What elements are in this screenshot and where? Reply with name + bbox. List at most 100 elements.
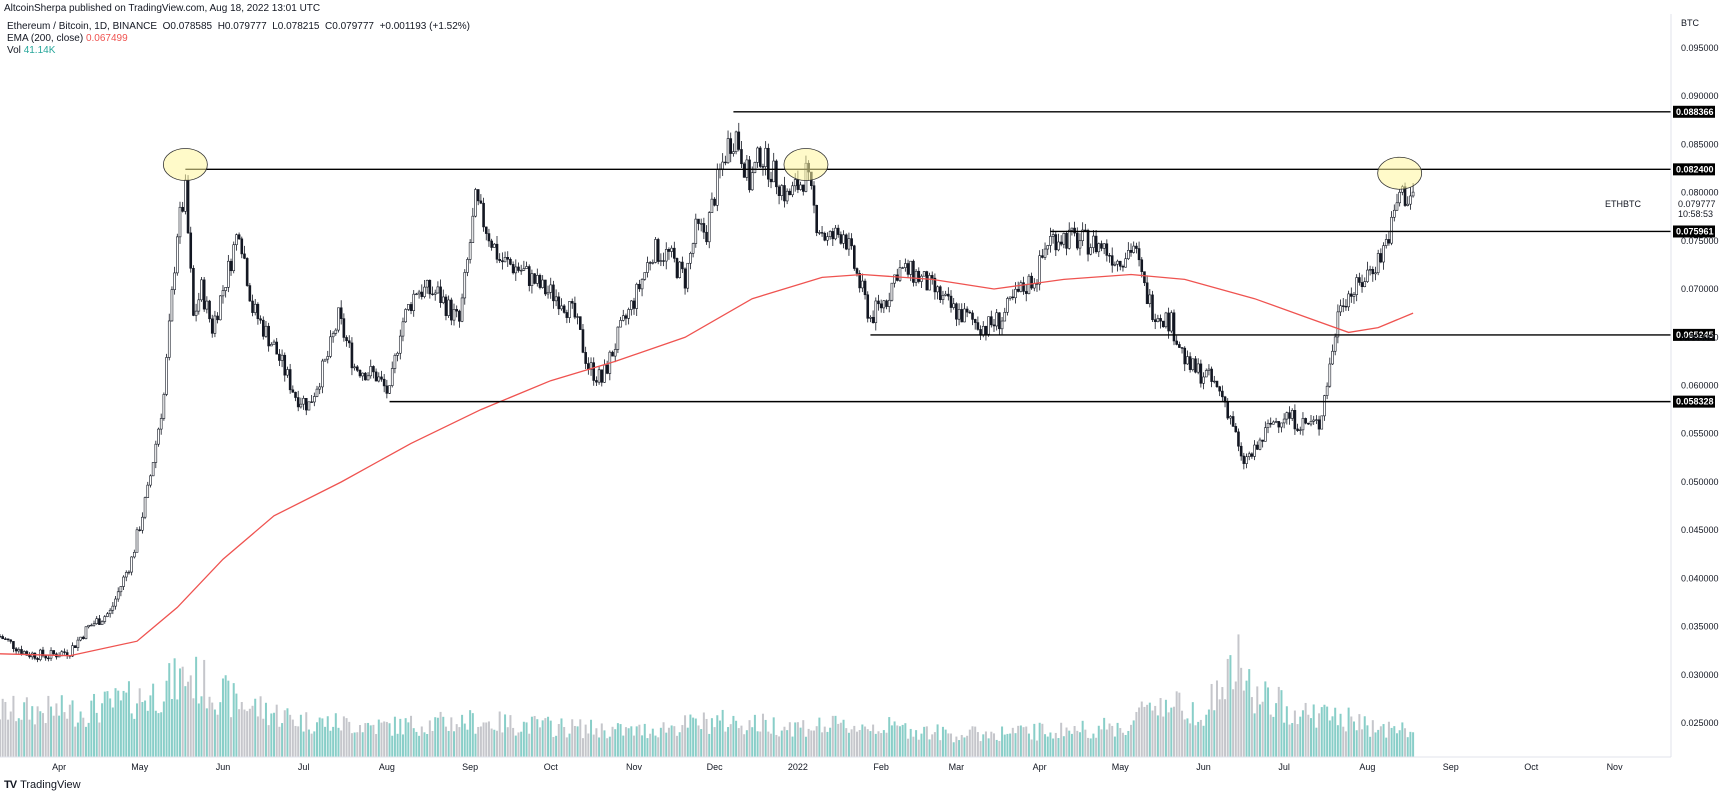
volume-bar	[966, 735, 969, 757]
candle-body	[1307, 422, 1310, 425]
time-tick-label: Apr	[1033, 762, 1047, 772]
candle-body	[646, 262, 649, 273]
candle-body	[1264, 427, 1267, 442]
volume-bar	[1336, 725, 1339, 757]
volume-bar	[1323, 704, 1326, 757]
candle-body	[694, 218, 698, 244]
volume-bar	[20, 719, 23, 757]
candle-body	[1153, 319, 1157, 322]
volume-bar	[485, 722, 488, 757]
candle-body	[339, 307, 343, 319]
ema-row[interactable]: EMA (200, close) 0.067499	[7, 33, 470, 45]
volume-bar	[716, 715, 719, 757]
volume-bar	[1065, 727, 1068, 757]
volume-bar	[729, 724, 732, 757]
candle-body	[1070, 227, 1074, 231]
volume-bar	[1280, 690, 1283, 757]
volume-bar	[1, 698, 4, 757]
candle-body	[286, 369, 289, 376]
candle-body	[544, 279, 547, 295]
candle-body	[944, 293, 947, 296]
volume-bar	[310, 733, 313, 757]
candle-body	[1363, 281, 1367, 288]
volume-bar	[1293, 710, 1296, 757]
volume-bar	[1328, 720, 1331, 757]
volume-bar	[235, 693, 238, 757]
candle-body	[895, 274, 899, 281]
candle-body	[63, 651, 66, 653]
price-chart[interactable]: 0.088366 0.082400 0.075961 0.065245 0.058328…	[0, 0, 1720, 775]
volume-bar	[52, 715, 55, 757]
candle-body	[713, 198, 716, 206]
candle-body	[624, 315, 628, 319]
candle-body	[662, 260, 665, 262]
candle-body	[1024, 291, 1028, 294]
candle-body	[1339, 305, 1342, 313]
volume-bar	[592, 734, 595, 757]
candle-body	[133, 552, 136, 558]
volume-bar	[1352, 721, 1355, 757]
volume-bar	[568, 733, 571, 757]
volume-bar	[388, 723, 391, 757]
volume-bar	[880, 733, 883, 757]
candle-body	[1285, 412, 1289, 420]
candle-body	[941, 295, 945, 300]
volume-bar	[522, 721, 525, 757]
time-tick-label: Sep	[462, 762, 478, 772]
volume-bar	[377, 719, 380, 757]
highlight-ellipses[interactable]	[162, 148, 1423, 190]
volume-bar	[1250, 697, 1253, 757]
volume-bar	[1398, 730, 1401, 757]
volume-bar	[1283, 722, 1286, 757]
volume-bar	[493, 729, 496, 757]
volume-bar	[708, 733, 711, 757]
volume-row[interactable]: Vol 41.14K	[7, 45, 470, 57]
candle-body	[1411, 191, 1415, 197]
volume-bar	[401, 734, 404, 757]
volume-bar	[818, 717, 821, 757]
volume-bar	[305, 712, 308, 757]
candle-body	[1239, 445, 1243, 457]
candle-body	[1374, 272, 1377, 275]
volume-bar	[657, 737, 660, 757]
volume-bar	[536, 719, 539, 757]
volume-bar	[791, 736, 794, 757]
candle-body	[12, 641, 15, 649]
tradingview-brand[interactable]: TV TradingView	[4, 779, 81, 791]
candle-body	[1218, 386, 1221, 392]
candle-body	[1118, 260, 1122, 267]
candle-body	[1390, 216, 1393, 244]
candle-body	[691, 243, 695, 254]
candle-body	[466, 259, 469, 273]
volume-bar	[915, 730, 918, 757]
candle-body	[490, 240, 493, 248]
candle-body	[1180, 347, 1184, 349]
candle-body	[549, 284, 553, 293]
horizontal-levels[interactable]: 0.088366 0.082400 0.075961 0.065245 0.058328	[185, 105, 1715, 408]
price-tick-label: 0.075000	[1681, 236, 1719, 246]
volume-bar	[756, 731, 759, 757]
volume-bar	[802, 720, 805, 757]
candle-body	[1274, 421, 1278, 423]
volume-bar	[721, 709, 724, 757]
price-tick-label: 0.085000	[1681, 139, 1719, 149]
volume-bar	[407, 722, 410, 757]
volume-bar	[396, 733, 399, 757]
volume-bar	[727, 727, 730, 757]
price-axis[interactable]: BTC 0.0950000.0900000.0850000.0800000.07…	[1670, 14, 1719, 757]
volume-bar	[1159, 698, 1162, 757]
candle-body	[157, 428, 160, 445]
volume-bar	[404, 718, 407, 757]
candle-body	[578, 316, 582, 330]
time-tick-label: Nov	[1607, 762, 1624, 772]
candle-body	[885, 300, 888, 307]
time-axis[interactable]: Apr May Jun Jul Aug Sep Oct Nov Dec 2022 Feb Mar Apr…	[0, 756, 1671, 772]
volume-bar	[627, 728, 630, 757]
volume-bar	[453, 731, 456, 757]
candle-body	[541, 279, 544, 288]
symbol-row[interactable]: Ethereum / Bitcoin, 1D, BINANCE O0.07858…	[7, 21, 470, 33]
volume-bar	[1105, 729, 1108, 757]
volume-bar	[1006, 733, 1009, 757]
volume-bar	[1076, 730, 1079, 757]
candle-body	[1043, 248, 1047, 258]
